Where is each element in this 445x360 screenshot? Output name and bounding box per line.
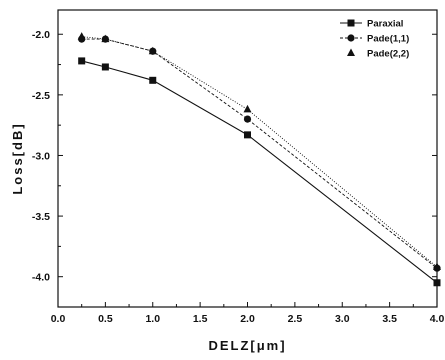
x-tick-label: 4.0: [430, 313, 445, 325]
legend-marker: [347, 48, 355, 56]
data-point: [101, 34, 110, 43]
legend-label: Paraxial: [367, 19, 403, 30]
x-axis-title: DELZ[μm]: [208, 338, 286, 353]
data-point: [243, 115, 252, 123]
legend: Paraxial Pade(1,1) Pade(2,2): [340, 19, 409, 60]
x-tick-label: 0.0: [51, 313, 66, 325]
data-point: [243, 104, 252, 113]
legend-item: Pade(1,1): [340, 34, 409, 45]
tick-labels: 0.0 0.5 1.0 1.5 2.0 2.5 3.0 3.5 4.0 -2.0 -2.5 -3.0 -…: [32, 29, 445, 325]
y-tick-label: -3.5: [32, 211, 50, 223]
series-line: [81, 60, 438, 284]
data-point: [78, 57, 86, 65]
x-tick-label: 2.5: [288, 313, 303, 325]
y-axis-title: Loss[dB]: [10, 122, 25, 194]
series-paraxial: [78, 57, 441, 287]
y-tick-label: -3.0: [32, 150, 50, 162]
series-line: [81, 36, 438, 268]
data-point: [148, 46, 157, 55]
series-pade-2-2-: [77, 32, 441, 270]
x-tick-label: 2.0: [240, 313, 255, 325]
x-tick-label: 1.5: [193, 313, 208, 325]
x-tick-label: 3.5: [382, 313, 397, 325]
legend-item: Paraxial: [340, 19, 403, 30]
data-point: [77, 32, 86, 40]
legend-marker: [347, 34, 355, 42]
data-point: [244, 131, 251, 139]
series-line: [81, 38, 438, 269]
legend-label: Pade(1,1): [367, 34, 409, 45]
x-tick-label: 3.0: [335, 313, 350, 325]
series-layer: [77, 32, 441, 287]
y-tick-label: -2.0: [32, 29, 50, 41]
data-point: [149, 76, 157, 84]
legend-marker: [347, 19, 355, 27]
legend-item: Pade(2,2): [347, 48, 409, 60]
data-point: [101, 63, 109, 71]
legend-label: Pade(2,2): [367, 49, 409, 60]
series-pade-1-1-: [78, 35, 441, 272]
x-tick-label: 0.5: [98, 313, 113, 325]
y-tick-label: -4.0: [32, 272, 50, 284]
y-tick-label: -2.5: [32, 90, 50, 102]
x-tick-label: 1.0: [145, 313, 160, 325]
plot-frame: [57, 9, 438, 308]
axis-ticks: [57, 33, 438, 307]
